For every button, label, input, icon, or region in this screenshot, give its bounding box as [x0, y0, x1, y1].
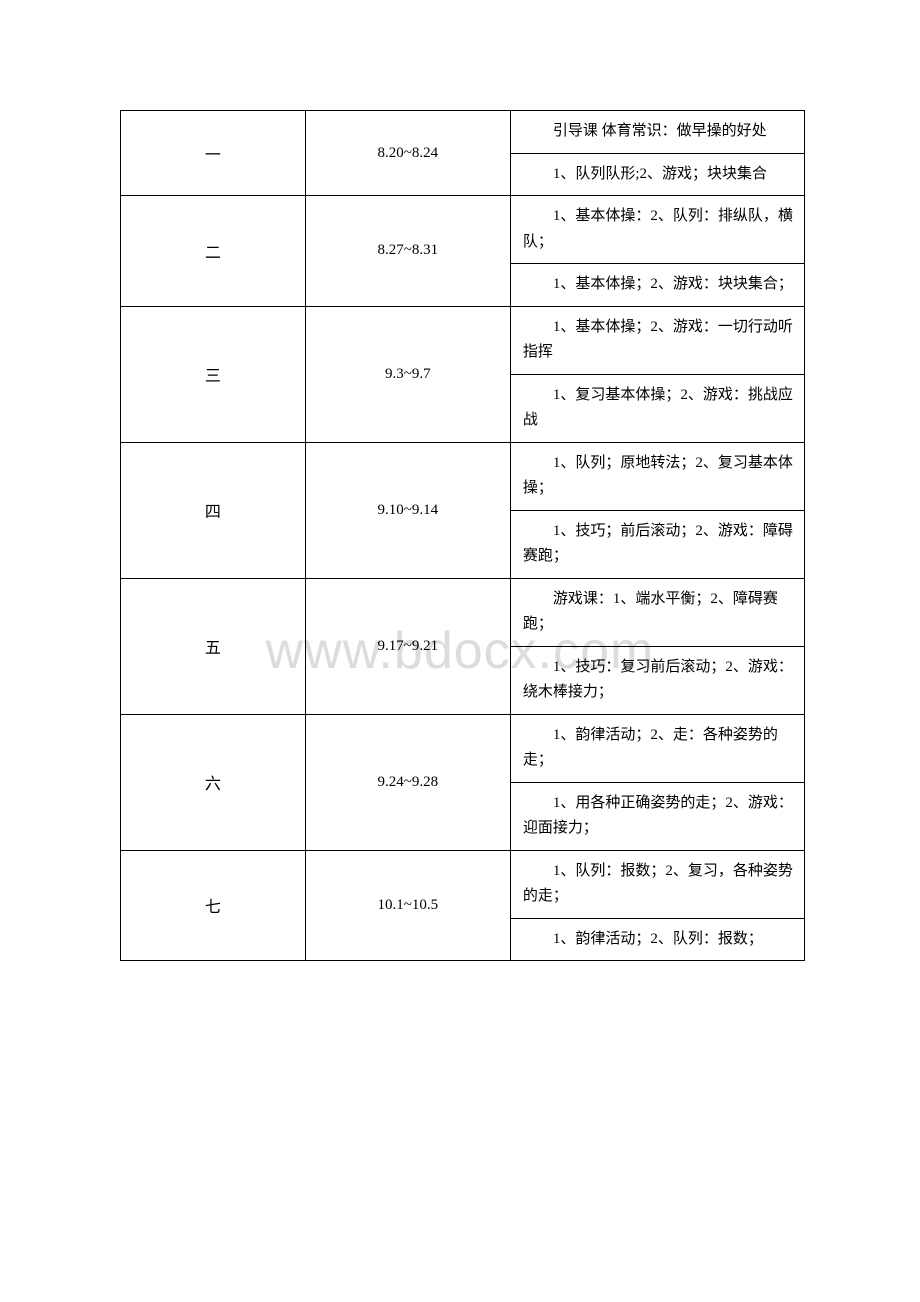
- content-cell: 1、队列；原地转法；2、复习基本体操；: [510, 442, 804, 510]
- content-cell: 1、用各种正确姿势的走；2、游戏：迎面接力；: [510, 782, 804, 850]
- week-cell: 六: [121, 714, 306, 850]
- week-cell: 五: [121, 578, 306, 714]
- table-row: 二 8.27~8.31 1、基本体操：2、队列：排纵队，横队；: [121, 196, 805, 264]
- schedule-table: 一 8.20~8.24 引导课 体育常识：做早操的好处 1、队列队形;2、游戏；…: [120, 110, 805, 961]
- content-cell: 1、基本体操：2、队列：排纵队，横队；: [510, 196, 804, 264]
- week-cell: 二: [121, 196, 306, 307]
- page-container: 一 8.20~8.24 引导课 体育常识：做早操的好处 1、队列队形;2、游戏；…: [0, 0, 920, 961]
- content-cell: 游戏课：1、端水平衡；2、障碍赛跑；: [510, 578, 804, 646]
- table-row: 七 10.1~10.5 1、队列：报数；2、复习，各种姿势的走；: [121, 850, 805, 918]
- date-cell: 8.20~8.24: [305, 111, 510, 196]
- table-row: 一 8.20~8.24 引导课 体育常识：做早操的好处: [121, 111, 805, 154]
- content-cell: 1、技巧；前后滚动；2、游戏：障碍赛跑；: [510, 510, 804, 578]
- week-cell: 四: [121, 442, 306, 578]
- content-cell: 1、队列：报数；2、复习，各种姿势的走；: [510, 850, 804, 918]
- date-cell: 8.27~8.31: [305, 196, 510, 307]
- content-cell: 1、技巧：复习前后滚动；2、游戏：绕木棒接力；: [510, 646, 804, 714]
- content-cell: 1、韵律活动；2、走：各种姿势的走；: [510, 714, 804, 782]
- content-cell: 1、基本体操；2、游戏：一切行动听指挥: [510, 306, 804, 374]
- date-cell: 9.24~9.28: [305, 714, 510, 850]
- week-cell: 一: [121, 111, 306, 196]
- date-cell: 9.3~9.7: [305, 306, 510, 442]
- date-cell: 10.1~10.5: [305, 850, 510, 961]
- week-cell: 三: [121, 306, 306, 442]
- content-cell: 1、韵律活动；2、队列：报数；: [510, 918, 804, 961]
- table-row: 六 9.24~9.28 1、韵律活动；2、走：各种姿势的走；: [121, 714, 805, 782]
- table-row: 五 9.17~9.21 游戏课：1、端水平衡；2、障碍赛跑；: [121, 578, 805, 646]
- week-cell: 七: [121, 850, 306, 961]
- date-cell: 9.17~9.21: [305, 578, 510, 714]
- content-cell: 1、基本体操；2、游戏：块块集合；: [510, 264, 804, 307]
- content-cell: 引导课 体育常识：做早操的好处: [510, 111, 804, 154]
- table-row: 三 9.3~9.7 1、基本体操；2、游戏：一切行动听指挥: [121, 306, 805, 374]
- content-cell: 1、队列队形;2、游戏；块块集合: [510, 153, 804, 196]
- date-cell: 9.10~9.14: [305, 442, 510, 578]
- content-cell: 1、复习基本体操；2、游戏：挑战应战: [510, 374, 804, 442]
- table-row: 四 9.10~9.14 1、队列；原地转法；2、复习基本体操；: [121, 442, 805, 510]
